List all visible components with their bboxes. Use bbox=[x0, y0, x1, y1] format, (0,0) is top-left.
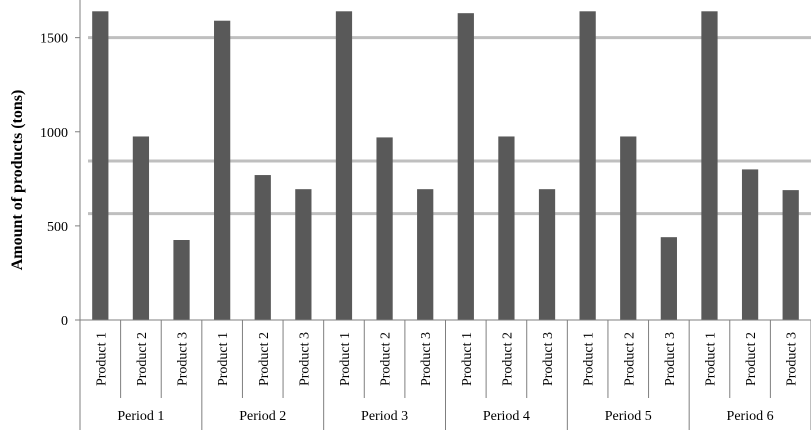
category-label: Product 1 bbox=[460, 332, 475, 386]
reference-lines bbox=[88, 36, 811, 216]
category-label: Product 2 bbox=[500, 332, 515, 386]
category-label: Product 1 bbox=[582, 332, 597, 386]
bar bbox=[214, 20, 231, 321]
category-label: Product 3 bbox=[176, 332, 191, 386]
category-label: Product 3 bbox=[663, 332, 678, 386]
category-label: Product 2 bbox=[622, 332, 637, 386]
y-axis-title: Amount of products (tons) bbox=[9, 90, 26, 271]
bar bbox=[376, 137, 393, 320]
bar bbox=[254, 175, 271, 320]
category-label: Product 1 bbox=[94, 332, 109, 386]
category-label: Product 3 bbox=[297, 332, 312, 386]
y-tick-label: 1500 bbox=[40, 32, 68, 47]
bar bbox=[417, 189, 434, 320]
category-label: Product 2 bbox=[135, 332, 150, 386]
category-label: Product 1 bbox=[703, 332, 718, 386]
axes bbox=[75, 0, 811, 430]
category-label: Product 1 bbox=[338, 332, 353, 386]
bar bbox=[538, 189, 556, 320]
group-label: Period 3 bbox=[361, 409, 408, 424]
category-label: Product 3 bbox=[785, 332, 800, 386]
bar bbox=[335, 11, 353, 320]
group-label: Period 6 bbox=[727, 409, 774, 424]
group-label: Period 5 bbox=[605, 409, 652, 424]
bar bbox=[579, 11, 596, 320]
bar bbox=[132, 136, 150, 320]
group-label: Period 1 bbox=[117, 409, 164, 424]
category-label: Product 3 bbox=[419, 332, 434, 386]
bar bbox=[660, 237, 677, 320]
bar bbox=[782, 190, 799, 320]
bar bbox=[92, 11, 109, 320]
bars bbox=[92, 11, 799, 321]
bar bbox=[295, 189, 312, 320]
bar bbox=[457, 13, 474, 320]
bar bbox=[173, 240, 190, 320]
category-label: Product 2 bbox=[379, 332, 394, 386]
category-label: Product 3 bbox=[541, 332, 556, 386]
y-tick-label: 1000 bbox=[40, 126, 68, 141]
category-label: Product 1 bbox=[216, 332, 231, 386]
bar bbox=[741, 169, 759, 320]
bar bbox=[498, 136, 515, 320]
category-label: Product 2 bbox=[257, 332, 272, 386]
labels: 0 500 1000 1500 Product 1 Product 2 Product 3 P… bbox=[40, 32, 800, 424]
group-label: Period 2 bbox=[239, 409, 286, 424]
group-label: Period 4 bbox=[483, 409, 530, 424]
bar bbox=[620, 136, 637, 320]
y-tick-label: 500 bbox=[47, 220, 68, 235]
category-label: Product 2 bbox=[744, 332, 759, 386]
bar bbox=[701, 11, 718, 320]
y-tick-label: 0 bbox=[61, 314, 68, 329]
